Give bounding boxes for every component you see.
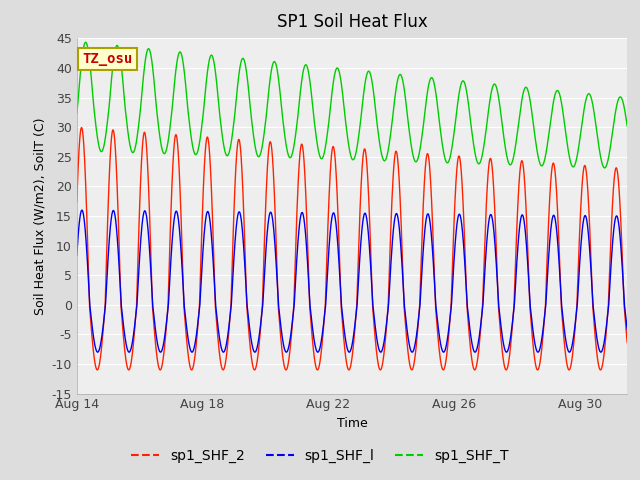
sp1_SHF_l [73, 252, 81, 258]
sp1_SHF_l [623, 327, 631, 333]
sp1_SHF_2 [579, 170, 587, 176]
Legend: sp1_SHF_2, sp1_SHF_l, sp1_SHF_T: sp1_SHF_2, sp1_SHF_l, sp1_SHF_T [125, 443, 515, 468]
sp1_SHF_T [305, 68, 312, 73]
sp1_SHF_T [623, 123, 631, 129]
Line: sp1_SHF_2: sp1_SHF_2 [77, 128, 627, 370]
sp1_SHF_2 [308, 338, 316, 344]
sp1_SHF_2 [607, 244, 614, 250]
sp1_SHF_l [579, 219, 587, 225]
sp1_SHF_T [82, 39, 90, 45]
sp1_SHF_2 [335, 224, 342, 229]
sp1_SHF_T [73, 110, 81, 116]
sp1_SHF_l [335, 251, 342, 257]
sp1_SHF_T [473, 158, 481, 164]
sp1_SHF_l [377, 349, 385, 355]
sp1_SHF_2 [473, 361, 481, 367]
sp1_SHF_T [579, 113, 587, 119]
sp1_SHF_T [607, 143, 614, 149]
sp1_SHF_2 [471, 367, 479, 373]
sp1_SHF_T [335, 67, 342, 72]
sp1_SHF_l [305, 270, 312, 276]
sp1_SHF_2 [623, 340, 631, 346]
sp1_SHF_l [473, 346, 481, 352]
sp1_SHF_l [607, 270, 614, 276]
sp1_SHF_2 [73, 199, 81, 204]
Title: SP1 Soil Heat Flux: SP1 Soil Heat Flux [276, 13, 428, 31]
Line: sp1_SHF_l: sp1_SHF_l [77, 210, 627, 352]
sp1_SHF_2 [305, 257, 312, 263]
sp1_SHF_l [78, 207, 86, 213]
Line: sp1_SHF_T: sp1_SHF_T [77, 42, 627, 168]
sp1_SHF_T [308, 102, 316, 108]
sp1_SHF_2 [78, 125, 86, 131]
sp1_SHF_T [601, 165, 609, 171]
sp1_SHF_l [308, 326, 316, 332]
Text: TZ_osu: TZ_osu [83, 52, 132, 66]
X-axis label: Time: Time [337, 417, 367, 430]
Y-axis label: Soil Heat Flux (W/m2), SoilT (C): Soil Heat Flux (W/m2), SoilT (C) [33, 117, 46, 315]
